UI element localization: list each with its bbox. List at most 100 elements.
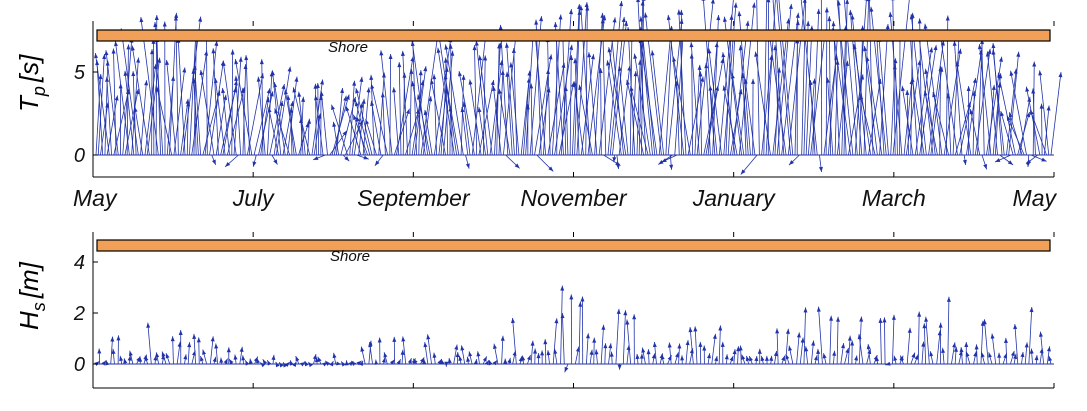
top-arrow-head bbox=[458, 71, 462, 76]
bottom-arrow-head bbox=[801, 338, 805, 343]
top-arrow-head bbox=[600, 13, 604, 18]
top-arrow bbox=[97, 60, 103, 155]
bottom-shore-bar bbox=[97, 240, 1050, 251]
bottom-arrow-head bbox=[493, 344, 497, 349]
bottom-arrow bbox=[777, 328, 778, 364]
bottom-arrow bbox=[984, 319, 988, 364]
top-arrow-head bbox=[430, 79, 434, 84]
top-arrow bbox=[1040, 70, 1049, 155]
top-arrow-head bbox=[1038, 70, 1042, 75]
top-arrow-head bbox=[752, 3, 756, 8]
bottom-arrow-head bbox=[489, 360, 493, 365]
top-arrow-head bbox=[863, 46, 867, 51]
top-arrow-head bbox=[716, 15, 720, 20]
top-shore-bar bbox=[97, 30, 1050, 41]
top-arrow-head bbox=[901, 86, 905, 91]
top-arrow-head bbox=[473, 45, 477, 50]
top-arrow-head bbox=[136, 58, 140, 63]
bottom-arrow-head bbox=[601, 325, 605, 330]
bottom-arrow-head bbox=[781, 356, 785, 361]
bottom-y-ticks: 024 bbox=[73, 252, 98, 376]
bottom-arrow-head bbox=[224, 359, 228, 364]
bottom-arrow-head bbox=[803, 307, 807, 312]
top-arrow-head bbox=[499, 25, 503, 30]
top-arrow-head bbox=[260, 59, 264, 64]
top-arrow bbox=[232, 50, 233, 155]
top-arrow bbox=[399, 62, 401, 155]
bottom-arrow bbox=[1029, 307, 1032, 364]
top-arrow bbox=[434, 74, 437, 155]
top-arrow-head bbox=[105, 77, 109, 82]
top-arrow-head bbox=[131, 46, 135, 51]
bottom-arrow-head bbox=[454, 345, 458, 350]
top-arrow-head bbox=[704, 63, 708, 68]
top-arrow-head bbox=[239, 57, 243, 62]
x-tick-label: September bbox=[357, 185, 471, 211]
top-arrows bbox=[94, 0, 1062, 175]
top-arrow bbox=[745, 79, 755, 155]
top-arrow-head bbox=[1008, 160, 1013, 165]
bottom-arrow-head bbox=[179, 330, 183, 335]
top-arrow-head bbox=[478, 55, 482, 60]
top-arrow-head bbox=[297, 92, 301, 97]
top-arrow-head bbox=[534, 20, 538, 25]
top-arrow bbox=[113, 49, 116, 155]
bottom-arrow-head bbox=[466, 357, 470, 362]
top-arrow bbox=[1006, 69, 1016, 155]
bottom-arrow-head bbox=[401, 336, 405, 341]
bottom-arrow-head bbox=[816, 349, 820, 354]
bottom-arrow-head bbox=[433, 353, 437, 358]
top-arrow bbox=[187, 101, 188, 155]
bottom-arrow-head bbox=[561, 313, 565, 318]
top-arrow bbox=[659, 26, 671, 155]
top-y-axis-label: Tp[s] bbox=[14, 54, 49, 112]
top-arrow-head bbox=[1058, 72, 1062, 77]
x-tick-label: November bbox=[520, 185, 627, 211]
top-arrow-head bbox=[569, 45, 573, 50]
bottom-arrow-head bbox=[997, 353, 1001, 358]
top-arrow-head bbox=[320, 79, 324, 84]
top-arrow bbox=[692, 54, 693, 155]
top-arrow-head bbox=[751, 79, 755, 84]
top-panel: Shore 051015 MayJulySeptemberNovemberJan… bbox=[14, 0, 1062, 211]
top-arrow-head bbox=[729, 15, 733, 20]
bottom-arrow-head bbox=[318, 357, 322, 362]
top-arrow-head bbox=[827, 16, 831, 21]
top-arrow-head bbox=[281, 84, 285, 89]
top-arrow bbox=[652, 50, 664, 155]
bottom-arrow-head bbox=[586, 333, 590, 338]
bottom-arrow-head bbox=[229, 359, 233, 364]
bottom-arrow-head bbox=[183, 354, 187, 359]
x-tick-label: January bbox=[692, 185, 776, 211]
bottom-arrow-head bbox=[774, 351, 778, 356]
bottom-y-axis-label: Hs[m] bbox=[14, 261, 49, 330]
bottom-arrow-head bbox=[788, 346, 792, 351]
top-arrow-head bbox=[929, 47, 933, 52]
top-arrow bbox=[570, 55, 571, 155]
bottom-arrow-head bbox=[360, 347, 364, 352]
top-arrow-head bbox=[483, 55, 487, 60]
top-arrow bbox=[955, 102, 970, 155]
bottom-arrow bbox=[601, 325, 603, 364]
bottom-arrow-head bbox=[929, 351, 933, 356]
top-arrow bbox=[666, 27, 672, 155]
bottom-arrow-head bbox=[718, 325, 722, 330]
bottom-arrow bbox=[819, 307, 823, 364]
top-arrow-head bbox=[444, 44, 448, 49]
top-arrow-head bbox=[559, 14, 563, 19]
x-tick-label: May bbox=[73, 185, 118, 211]
bottom-arrow-head bbox=[867, 344, 871, 349]
bottom-arrow-head bbox=[617, 309, 621, 314]
bottom-arrow-head bbox=[569, 294, 573, 299]
bottom-arrow-head bbox=[647, 349, 651, 354]
bottom-arrow-head bbox=[423, 342, 427, 347]
x-tick-label: May bbox=[1013, 185, 1058, 211]
top-arrow-head bbox=[204, 50, 208, 55]
top-arrow-head bbox=[273, 159, 277, 164]
top-arrow bbox=[609, 47, 626, 155]
top-arrow-head bbox=[234, 76, 238, 81]
top-arrow-head bbox=[352, 81, 356, 86]
top-arrow-head bbox=[379, 50, 383, 55]
bottom-arrow-head bbox=[1047, 346, 1051, 351]
